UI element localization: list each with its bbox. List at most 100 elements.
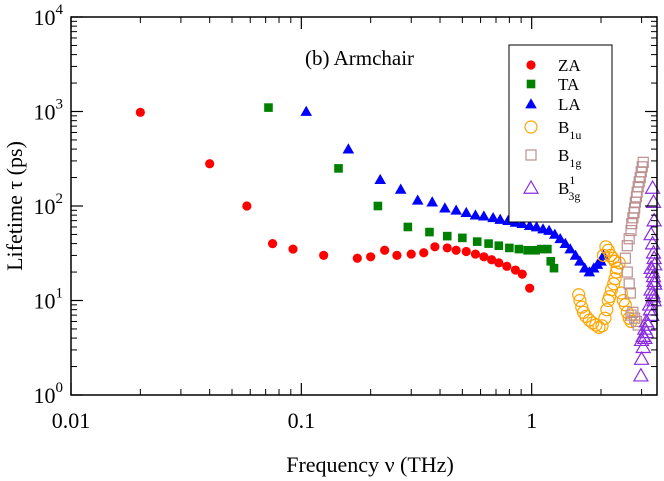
legend-entry-za: ZA	[526, 56, 581, 75]
point-b1g	[626, 218, 638, 230]
series-b1u	[572, 240, 638, 334]
point-za	[366, 252, 376, 262]
point-ta	[531, 245, 540, 255]
legend-marker-b3g1	[522, 179, 540, 194]
point-ta	[543, 244, 552, 254]
point-ta	[549, 263, 559, 273]
y-tick-exponent: 4	[56, 2, 64, 18]
point-za	[380, 245, 390, 255]
series-za	[135, 107, 535, 293]
point-ta	[425, 227, 434, 237]
point-b1u	[622, 311, 636, 325]
point-ta	[442, 231, 452, 241]
point-b1u	[618, 298, 632, 312]
point-b1u	[589, 318, 603, 332]
legend-entry-b3g1: B1 3g	[522, 173, 580, 203]
point-za	[525, 283, 535, 293]
legend-label-main: TA	[558, 75, 580, 94]
point-za	[267, 239, 278, 249]
point-b3g1	[635, 339, 652, 354]
series-b3g1	[632, 179, 663, 382]
point-b1g	[623, 233, 635, 245]
series-b1g	[619, 156, 649, 331]
point-b1u	[596, 248, 611, 263]
point-la	[469, 209, 482, 220]
point-ta	[494, 241, 504, 251]
legend-label-b1g: B1g	[558, 146, 581, 170]
point-za	[470, 249, 481, 259]
point-b1u	[599, 240, 613, 254]
point-la	[450, 204, 462, 215]
point-la	[487, 212, 499, 223]
point-la	[516, 217, 529, 229]
legend-label-sub: 1u	[569, 128, 581, 142]
x-tick-label: 0.01	[52, 408, 91, 433]
point-b1u	[598, 311, 612, 325]
point-la	[564, 243, 577, 254]
point-b1u	[575, 300, 589, 314]
point-za	[517, 269, 527, 279]
point-ta	[546, 256, 556, 266]
point-za	[451, 245, 461, 255]
point-b1u	[572, 288, 586, 302]
y-tick-base: 10	[34, 383, 56, 408]
point-b1g	[625, 224, 637, 237]
y-tick-base: 10	[34, 5, 56, 30]
point-la	[494, 213, 506, 224]
point-b1g	[624, 287, 636, 299]
legend-marker-b1u	[524, 120, 538, 134]
point-la	[478, 210, 490, 221]
point-la	[530, 221, 543, 232]
data-marks	[135, 103, 663, 382]
point-ta	[373, 201, 383, 211]
y-tick-label: 104	[34, 2, 64, 30]
point-za	[502, 261, 512, 271]
point-za	[352, 253, 362, 263]
point-za	[135, 107, 145, 117]
point-za	[205, 159, 215, 169]
chart-title: (b) Armchair	[305, 46, 414, 70]
point-b1u	[614, 286, 628, 300]
y-tick-label: 101	[34, 286, 64, 314]
legend-entry-b1u: B1u	[524, 118, 581, 142]
y-axis-label: Lifetime τ (ps)	[2, 141, 27, 271]
legend-label-ta: TA	[558, 75, 580, 94]
point-ta	[484, 239, 493, 248]
legend-label-main: B	[558, 179, 569, 198]
point-ta	[505, 243, 514, 253]
point-b1u	[600, 303, 614, 317]
legend-label-sub: 3g	[568, 189, 580, 203]
point-za	[419, 248, 429, 258]
point-b1u	[595, 319, 609, 333]
point-b1g	[627, 306, 639, 318]
series-la	[300, 105, 610, 277]
point-za	[479, 252, 489, 262]
point-b3g1	[641, 296, 658, 311]
point-la	[426, 196, 439, 207]
point-za	[288, 244, 298, 254]
point-la	[574, 255, 586, 266]
x-axis-label: Frequency ν (THz)	[286, 452, 454, 477]
point-ta	[472, 237, 482, 246]
y-tick-exponent: 0	[56, 380, 64, 396]
x-tick-label: 0.1	[288, 408, 316, 433]
point-za	[510, 265, 521, 275]
point-b1g	[621, 240, 633, 252]
point-la	[439, 202, 451, 213]
point-b1g	[621, 266, 633, 278]
legend-label-main: B	[558, 118, 569, 137]
point-la	[411, 194, 424, 205]
point-za	[392, 250, 402, 261]
point-za	[430, 242, 440, 252]
point-b3g1	[638, 324, 655, 339]
series-ta	[264, 103, 559, 273]
point-b1u	[624, 314, 638, 329]
point-b1u	[603, 289, 617, 304]
point-la	[559, 237, 572, 248]
point-b3g1	[643, 306, 660, 321]
point-b3g1	[644, 284, 661, 299]
point-b1g	[619, 252, 631, 264]
legend-entry-b1g: B1g	[525, 146, 581, 170]
